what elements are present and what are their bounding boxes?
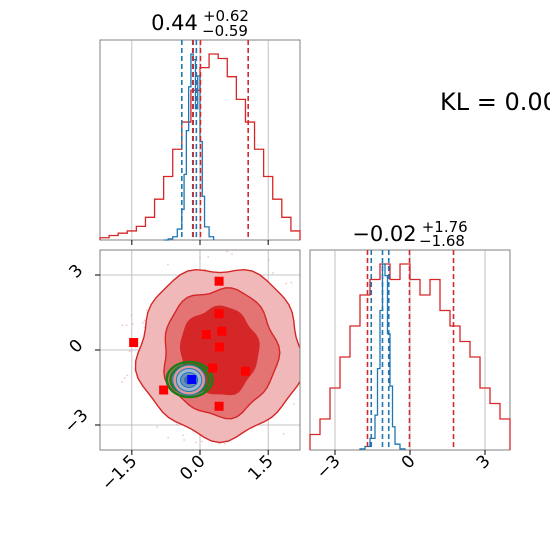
sample-dot	[313, 391, 315, 393]
sample-dot	[167, 263, 169, 266]
red-point-marker	[129, 338, 139, 347]
green-contour-level-0	[165, 360, 214, 399]
panel-joint-ytick-label: −3	[61, 406, 93, 438]
sample-dot	[156, 425, 158, 428]
sample-dot	[282, 433, 285, 435]
sample-dot	[290, 281, 293, 284]
panel-x-title-lower: −0.59	[202, 22, 248, 40]
panel-joint-ytick-label: 0	[66, 336, 88, 358]
panel-y-title-value: −0.02	[352, 222, 416, 246]
sample-dot	[305, 304, 307, 306]
panel-joint-red-contours	[134, 268, 300, 444]
sample-dot	[272, 272, 274, 274]
red-point-marker	[214, 401, 224, 411]
kl-label: KL = 0.00	[440, 88, 550, 116]
red-point-marker	[214, 276, 224, 286]
panel-joint-red-points	[129, 276, 250, 411]
sample-dot	[130, 314, 133, 317]
panel-x-quantile-lines	[181, 40, 249, 240]
sample-dot	[145, 309, 148, 312]
sample-dot	[267, 258, 270, 261]
sample-dot	[131, 322, 134, 325]
sample-dot	[121, 324, 124, 327]
sample-dot	[306, 396, 308, 398]
panel-y-xtick-label: 3	[473, 451, 495, 473]
panel-joint-xtick-label: −1.5	[98, 451, 141, 494]
sample-dot	[231, 253, 233, 256]
sample-dot	[306, 302, 308, 304]
red-point-marker	[201, 330, 211, 339]
sample-dot	[201, 440, 203, 443]
sample-dot	[183, 439, 186, 441]
panel-joint-xtick-label: 1.5	[244, 451, 277, 484]
panel-x-ticks	[131, 240, 269, 245]
sample-dot	[293, 402, 296, 405]
panel-x-title-value: 0.44	[151, 11, 198, 35]
sample-dot	[126, 374, 129, 377]
panel-y-title-lower: −1.68	[419, 232, 465, 250]
sample-dot	[226, 250, 228, 253]
sample-dot	[125, 324, 128, 327]
sample-dot	[176, 423, 178, 426]
panel-y-histogram: −3 0 3 −0.02 +1.76 −1.68	[309, 218, 511, 483]
sample-dot	[143, 319, 146, 322]
panel-joint-ytick-label: 3	[66, 261, 88, 283]
panel-x-histogram-series-1	[163, 53, 215, 241]
sample-dot	[224, 442, 226, 445]
panel-x-title-upper: +0.62	[203, 7, 249, 25]
red-point-marker	[214, 309, 224, 319]
sample-dot	[305, 304, 307, 306]
sample-dot	[167, 436, 170, 439]
sample-dot	[199, 256, 201, 259]
sample-dot	[123, 376, 126, 379]
panel-joint-xtick-label: 0.0	[176, 451, 209, 484]
sample-dot	[207, 256, 210, 258]
sample-dot	[285, 282, 288, 285]
panel-y-ticks: −3 0 3	[313, 450, 495, 483]
red-point-marker	[208, 363, 218, 373]
sample-dot	[128, 350, 131, 353]
red-point-marker	[159, 385, 169, 395]
panel-y-title-upper: +1.76	[422, 218, 468, 236]
blue-point-marker	[187, 375, 197, 384]
panel-y-histogram-series-0	[309, 263, 511, 450]
panel-x-title: 0.44 +0.62	[151, 7, 249, 35]
panel-x-histogram: 0.44 +0.62 −0.59	[99, 7, 301, 245]
panel-y-title: −0.02 +1.76	[352, 218, 467, 246]
sample-dot	[121, 381, 124, 383]
panel-y-histograms	[309, 263, 511, 450]
red-point-marker	[240, 366, 250, 376]
sample-dot	[142, 321, 144, 324]
sample-dot	[304, 335, 306, 337]
sample-dot	[305, 295, 307, 297]
sample-dot	[311, 347, 313, 349]
red-point-marker	[217, 326, 227, 336]
panel-y-xtick-label: −3	[313, 451, 345, 483]
panel-y-histogram-series-1	[359, 263, 406, 450]
red-point-marker	[215, 342, 225, 352]
sample-dot	[182, 434, 184, 437]
sample-dot	[242, 451, 244, 453]
panel-joint-scatter: −1.5 0.0 1.5 −3 0 3	[61, 248, 315, 495]
sample-dot	[195, 441, 197, 444]
panel-y-xtick-label: 0	[398, 451, 420, 473]
panel-x-histograms	[99, 53, 301, 241]
panel-y-quantile-lines	[366, 250, 455, 450]
sample-dot	[209, 248, 211, 250]
